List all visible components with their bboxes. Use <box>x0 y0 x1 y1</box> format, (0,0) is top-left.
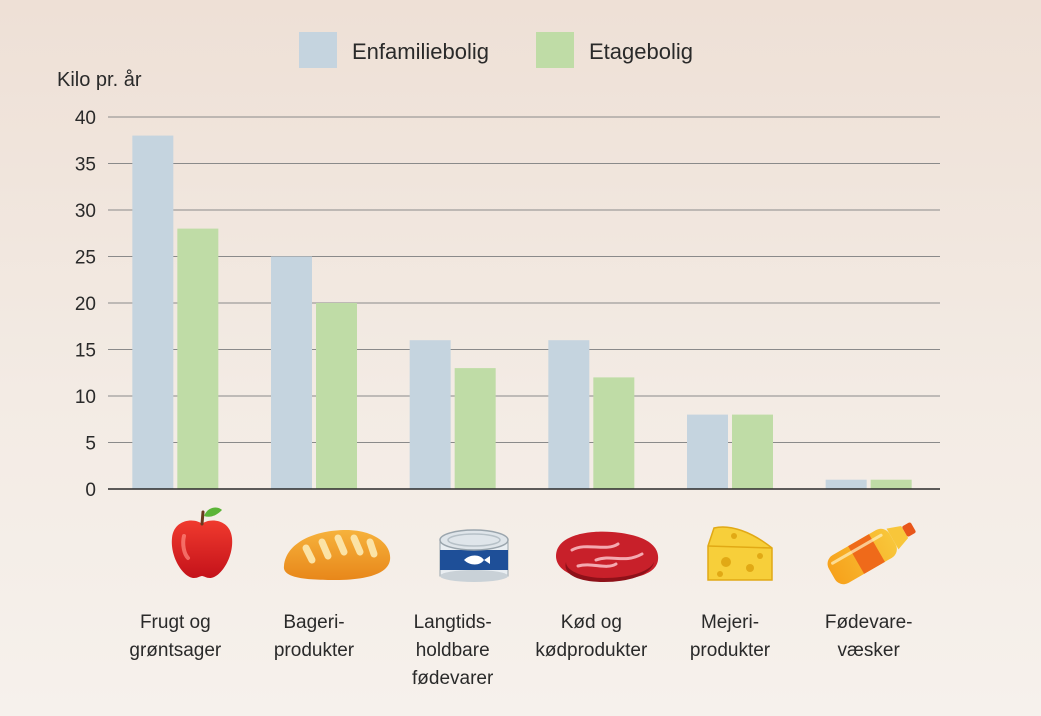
bar-etagebolig <box>454 368 496 489</box>
y-tick-label: 25 <box>75 248 96 269</box>
y-tick-label: 40 <box>75 108 96 129</box>
x-axis-category-labels: Frugt og grøntsager Bageri-produkter Langti… <box>129 612 912 689</box>
bar-etagebolig <box>177 228 219 489</box>
category-label: Fødevare-væsker <box>825 612 913 661</box>
category-label: Frugt og grøntsager <box>129 612 222 661</box>
y-tick-label: 5 <box>85 434 96 455</box>
y-axis-ticks: 0 5 10 15 20 25 30 35 40 <box>75 108 96 501</box>
y-tick-label: 35 <box>75 155 96 176</box>
y-tick-label: 30 <box>75 201 96 222</box>
meat-icon <box>556 531 659 582</box>
category-label: Kød og kødprodukter <box>535 612 648 661</box>
category-label: Langtids-holdbare fødevarer <box>412 612 494 689</box>
y-axis-title: Kilo pr. år <box>57 69 142 91</box>
bar-etagebolig <box>593 377 635 489</box>
bar-enfamiliebolig <box>132 135 174 489</box>
bar-enfamiliebolig <box>409 340 451 489</box>
cheese-icon <box>707 526 773 581</box>
bar-enfamiliebolig <box>825 479 867 489</box>
bar-etagebolig <box>316 303 357 489</box>
y-tick-label: 0 <box>85 480 96 501</box>
bar-enfamiliebolig <box>687 414 728 489</box>
y-tick-label: 15 <box>75 341 96 362</box>
apple-icon <box>171 507 233 578</box>
tin-can-icon <box>439 529 509 582</box>
bars <box>132 135 912 489</box>
bread-icon <box>283 530 391 580</box>
legend: Enfamiliebolig Etagebolig <box>299 32 693 68</box>
gridlines <box>108 116 940 443</box>
category-label: Mejeri-produkter <box>690 612 771 661</box>
legend-swatch-etagebolig <box>536 32 574 68</box>
legend-swatch-enfamiliebolig <box>299 32 337 68</box>
y-tick-label: 20 <box>75 294 96 315</box>
legend-label-enfamiliebolig: Enfamiliebolig <box>352 39 489 64</box>
y-tick-label: 10 <box>75 387 96 408</box>
bar-etagebolig <box>732 414 773 489</box>
category-label: Bageri-produkter <box>274 612 355 661</box>
bar-etagebolig <box>870 479 912 489</box>
legend-label-etagebolig: Etagebolig <box>589 39 693 64</box>
bar-enfamiliebolig <box>548 340 590 489</box>
bar-enfamiliebolig <box>271 256 312 489</box>
bottle-icon <box>827 522 916 585</box>
